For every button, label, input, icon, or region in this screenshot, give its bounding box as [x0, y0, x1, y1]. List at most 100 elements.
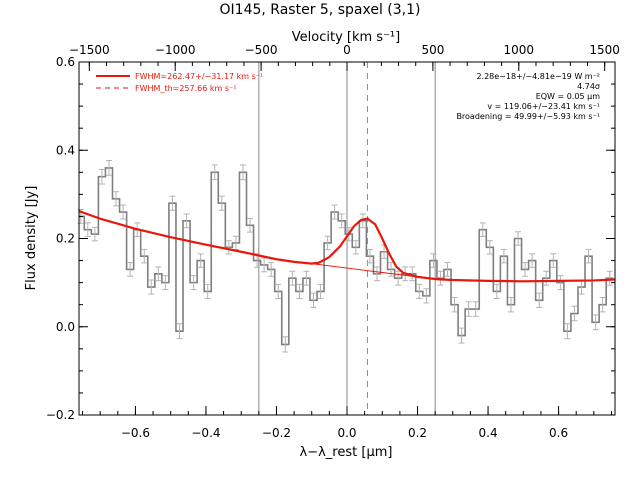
data-point	[268, 262, 275, 277]
data-histogram	[79, 167, 614, 346]
data-point	[239, 164, 246, 181]
annotation-broadening: Broadening = 49.99+/−5.93 km s⁻¹	[456, 112, 600, 121]
data-point	[515, 231, 522, 246]
data-point	[183, 213, 190, 229]
annotation-significance: 4.74σ	[577, 82, 600, 91]
ticks-layer: −0.6 −0.4 −0.2 0.0 0.2 0.4 0.6−1500 −1000 −500 0 5…	[46, 43, 620, 440]
data-point	[557, 275, 564, 291]
data-point	[409, 266, 416, 282]
data-point	[289, 270, 296, 286]
annotation-eqw: EQW = 0.05 μm	[536, 92, 600, 101]
legend-label-fwhm-th: FWHM_th=257.66 km s⁻¹	[135, 84, 236, 93]
data-point	[204, 283, 211, 300]
data-point	[169, 195, 176, 211]
y-axis-label: Flux density [Jy]	[24, 186, 39, 291]
data-point	[522, 262, 529, 277]
y-tick-label: 0.0	[56, 320, 75, 334]
data-point	[275, 283, 282, 300]
x-tick-label: −0.2	[262, 426, 291, 440]
data-point	[331, 204, 338, 220]
data-point	[352, 240, 359, 255]
data-point	[479, 222, 486, 237]
baseline-curve	[311, 263, 453, 281]
x-tick-label: −0.4	[191, 426, 220, 440]
fit-layer	[78, 210, 616, 283]
data-point	[176, 323, 183, 340]
data-point	[282, 336, 289, 353]
reference-lines	[258, 62, 436, 415]
data-point	[317, 283, 324, 300]
x2-tick-label: 1000	[504, 43, 535, 57]
data-point	[444, 262, 451, 277]
data-point	[423, 288, 430, 304]
data-point	[472, 301, 479, 317]
data-point	[529, 253, 536, 268]
data-point	[486, 240, 493, 255]
data-point	[430, 253, 437, 268]
data-point	[105, 159, 112, 176]
data-point	[120, 204, 127, 220]
data-point	[225, 240, 232, 255]
data-point	[155, 266, 162, 282]
data-point	[190, 275, 197, 291]
fit-annotations: 2.28e−18+/−4.81e−19 W m⁻² 4.74σ EQW = 0.…	[456, 72, 600, 121]
x-tick-label: 0.4	[479, 426, 498, 440]
data-point	[162, 275, 169, 291]
x2-tick-label: 1500	[589, 43, 620, 57]
data-point	[141, 248, 148, 264]
data-point	[197, 253, 204, 268]
data-point	[359, 213, 366, 229]
data-point	[493, 283, 500, 300]
data-point	[536, 292, 543, 308]
data-point	[564, 323, 571, 340]
annotation-line-flux: 2.28e−18+/−4.81e−19 W m⁻²	[476, 72, 600, 81]
data-point	[585, 248, 592, 264]
x2-tick-label: 0	[343, 43, 351, 57]
data-point	[366, 248, 373, 264]
data-point	[451, 296, 458, 313]
x-tick-label: 0.2	[408, 426, 427, 440]
x-tick-label: 0.0	[337, 426, 356, 440]
data-point	[458, 327, 465, 344]
data-point	[303, 270, 310, 286]
chart-title: OI145, Raster 5, spaxel (3,1)	[220, 2, 421, 18]
data-point	[148, 279, 155, 295]
y-tick-label: 0.6	[56, 55, 75, 69]
data-point	[543, 270, 550, 286]
x2-tick-label: −1000	[155, 43, 196, 57]
y-tick-label: 0.2	[56, 232, 75, 246]
x-axis-label: λ−λ_rest [μm]	[300, 445, 393, 460]
x2-tick-label: 500	[421, 43, 444, 57]
legend-label-fwhm: FWHM=262.47+/−31.17 km s⁻¹	[135, 72, 263, 81]
data-point	[437, 270, 444, 286]
data-layer	[77, 159, 614, 353]
data-point	[261, 257, 268, 273]
data-point	[218, 195, 225, 211]
data-point	[507, 296, 514, 313]
data-point	[98, 168, 105, 185]
data-point	[247, 217, 254, 233]
data-point	[592, 314, 599, 331]
data-point	[416, 283, 423, 300]
y-tick-label: 0.4	[56, 143, 75, 157]
data-point	[310, 292, 317, 308]
data-point	[113, 191, 120, 207]
data-point	[211, 164, 218, 181]
data-point	[599, 296, 606, 313]
x-tick-label: 0.6	[549, 426, 568, 440]
x2-tick-label: −500	[245, 43, 278, 57]
data-point	[550, 253, 557, 268]
annotation-velocity: v = 119.06+/−23.41 km s⁻¹	[487, 102, 600, 111]
data-point	[127, 262, 134, 277]
data-point	[571, 305, 578, 322]
fit-curve	[78, 210, 616, 283]
x2-tick-label: −1500	[69, 43, 110, 57]
data-point	[296, 283, 303, 300]
data-point	[465, 301, 472, 317]
data-point	[84, 222, 91, 237]
data-point	[500, 248, 507, 264]
data-point	[91, 226, 98, 242]
data-point	[606, 270, 613, 286]
data-point	[373, 266, 380, 282]
